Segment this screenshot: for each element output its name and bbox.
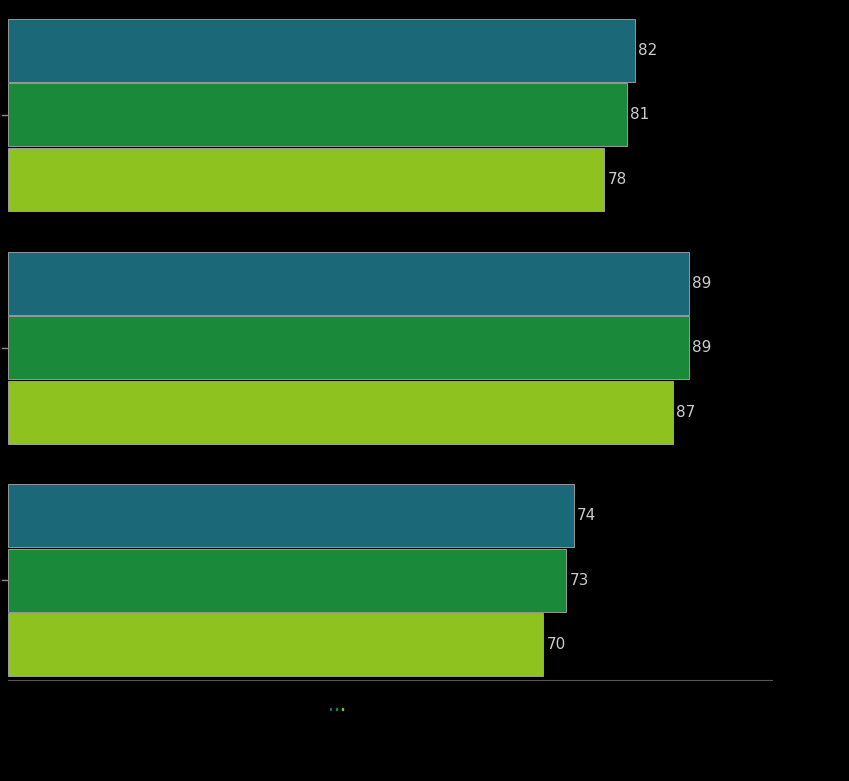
Text: 78: 78 — [608, 172, 627, 187]
Text: 82: 82 — [638, 43, 657, 58]
Legend: , , : , , — [330, 708, 344, 710]
Text: 89: 89 — [692, 276, 711, 291]
Bar — [8, 251, 689, 315]
Text: 89: 89 — [692, 340, 711, 355]
Text: 87: 87 — [677, 405, 695, 419]
Text: 73: 73 — [570, 572, 588, 588]
Bar — [8, 549, 566, 612]
Bar — [8, 380, 673, 444]
Bar — [8, 316, 689, 379]
Bar — [8, 84, 627, 146]
Bar — [8, 19, 635, 82]
Bar — [8, 148, 604, 211]
Bar — [8, 613, 543, 676]
Text: 81: 81 — [631, 107, 649, 123]
Text: 74: 74 — [577, 508, 596, 523]
Bar — [8, 484, 574, 547]
Text: 70: 70 — [547, 637, 565, 652]
